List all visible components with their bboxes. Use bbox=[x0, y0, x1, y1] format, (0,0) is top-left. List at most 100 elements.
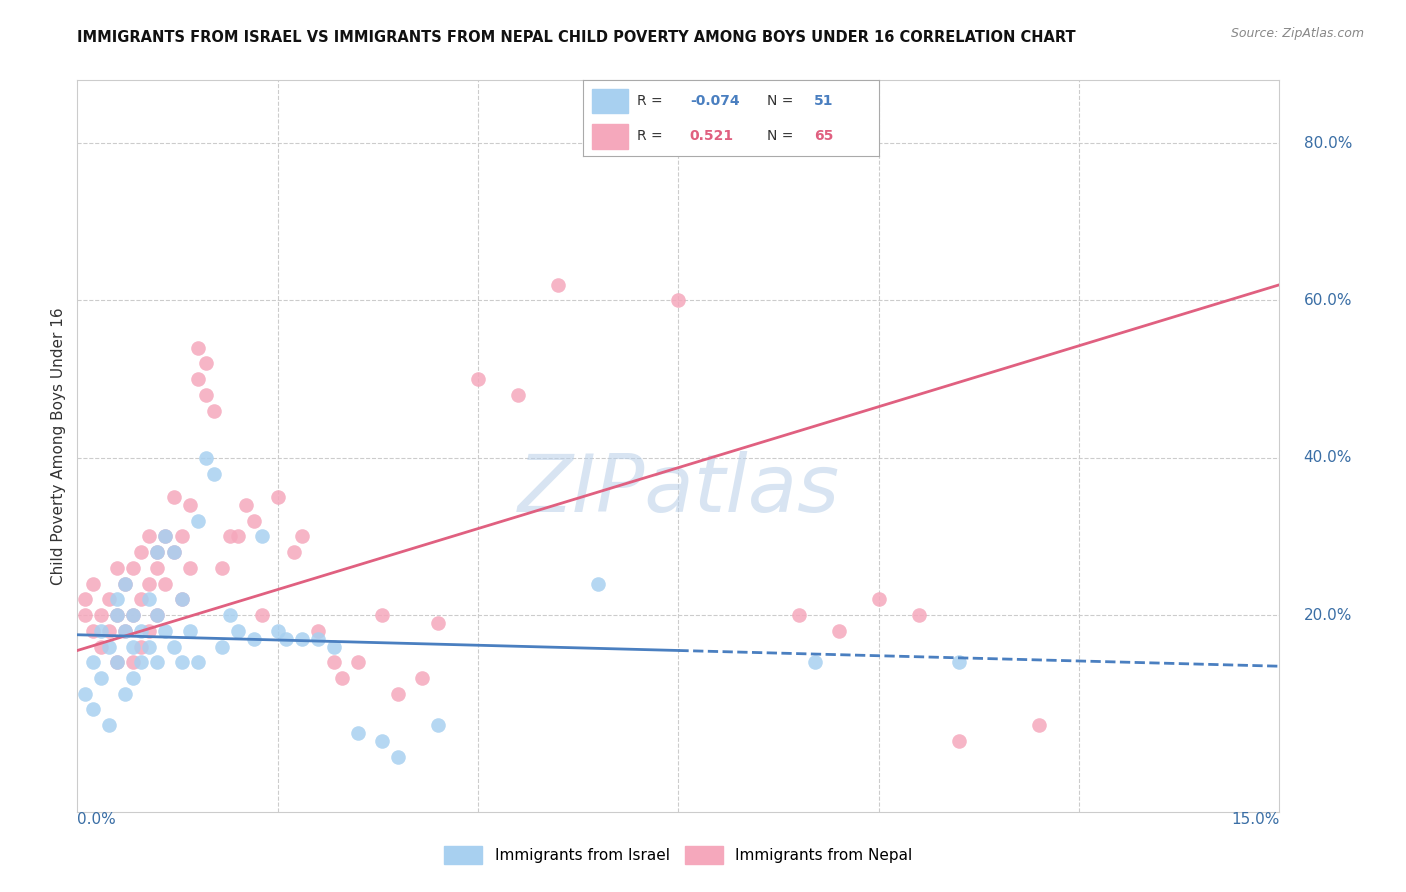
Point bbox=[170, 592, 193, 607]
Point bbox=[107, 655, 129, 669]
Point bbox=[90, 608, 112, 623]
Point bbox=[122, 608, 145, 623]
Bar bbox=[592, 88, 627, 113]
Point bbox=[179, 624, 201, 638]
Text: 15.0%: 15.0% bbox=[1232, 812, 1279, 827]
Point bbox=[162, 490, 184, 504]
Point bbox=[307, 632, 329, 646]
Point bbox=[218, 608, 240, 623]
Point bbox=[547, 277, 569, 292]
Text: R =: R = bbox=[637, 129, 666, 144]
Point bbox=[155, 529, 177, 543]
Point bbox=[170, 529, 193, 543]
Point bbox=[267, 624, 290, 638]
Point bbox=[330, 671, 353, 685]
Point bbox=[250, 529, 273, 543]
Point bbox=[75, 592, 97, 607]
Text: N =: N = bbox=[766, 94, 797, 108]
Point bbox=[131, 592, 153, 607]
Text: -0.074: -0.074 bbox=[690, 94, 740, 108]
Point bbox=[202, 403, 225, 417]
Point bbox=[868, 592, 890, 607]
Point bbox=[122, 671, 145, 685]
Point bbox=[427, 615, 450, 630]
Point bbox=[467, 372, 489, 386]
Text: 65: 65 bbox=[814, 129, 834, 144]
Point bbox=[347, 655, 370, 669]
Text: ZIPatlas: ZIPatlas bbox=[517, 450, 839, 529]
Point bbox=[75, 687, 97, 701]
Point bbox=[179, 498, 201, 512]
Point bbox=[211, 640, 233, 654]
Bar bbox=[592, 124, 627, 149]
Text: 0.521: 0.521 bbox=[690, 129, 734, 144]
Point bbox=[107, 655, 129, 669]
Point bbox=[82, 624, 104, 638]
Point bbox=[155, 529, 177, 543]
Point bbox=[114, 624, 136, 638]
Text: 0.0%: 0.0% bbox=[77, 812, 117, 827]
Point bbox=[90, 640, 112, 654]
Point bbox=[307, 624, 329, 638]
Point bbox=[162, 640, 184, 654]
Point bbox=[82, 702, 104, 716]
Point bbox=[162, 545, 184, 559]
Point bbox=[98, 640, 121, 654]
Point bbox=[186, 514, 209, 528]
Text: 40.0%: 40.0% bbox=[1303, 450, 1353, 466]
Point bbox=[427, 718, 450, 732]
Point bbox=[411, 671, 433, 685]
Point bbox=[82, 576, 104, 591]
Point bbox=[194, 388, 217, 402]
Point bbox=[146, 545, 169, 559]
Point bbox=[155, 576, 177, 591]
Point bbox=[155, 624, 177, 638]
Text: IMMIGRANTS FROM ISRAEL VS IMMIGRANTS FROM NEPAL CHILD POVERTY AMONG BOYS UNDER 1: IMMIGRANTS FROM ISRAEL VS IMMIGRANTS FRO… bbox=[77, 29, 1076, 45]
Point bbox=[226, 624, 249, 638]
Point bbox=[131, 545, 153, 559]
Point bbox=[202, 467, 225, 481]
Text: 51: 51 bbox=[814, 94, 834, 108]
Point bbox=[146, 561, 169, 575]
Text: 60.0%: 60.0% bbox=[1303, 293, 1353, 308]
Point bbox=[242, 632, 264, 646]
Point bbox=[186, 655, 209, 669]
Point bbox=[75, 608, 97, 623]
Point bbox=[588, 576, 610, 591]
Point bbox=[371, 734, 394, 748]
Y-axis label: Child Poverty Among Boys Under 16: Child Poverty Among Boys Under 16 bbox=[51, 307, 66, 585]
Point bbox=[146, 608, 169, 623]
Point bbox=[322, 640, 344, 654]
Text: 20.0%: 20.0% bbox=[1303, 607, 1353, 623]
Point bbox=[146, 608, 169, 623]
Point bbox=[668, 293, 690, 308]
Legend: Immigrants from Israel, Immigrants from Nepal: Immigrants from Israel, Immigrants from … bbox=[439, 840, 918, 870]
Point bbox=[250, 608, 273, 623]
Point bbox=[170, 655, 193, 669]
Point bbox=[122, 561, 145, 575]
Point bbox=[122, 640, 145, 654]
Point bbox=[948, 655, 970, 669]
Point bbox=[122, 608, 145, 623]
Point bbox=[138, 640, 160, 654]
Point bbox=[170, 592, 193, 607]
Point bbox=[283, 545, 305, 559]
Point bbox=[274, 632, 297, 646]
Point bbox=[218, 529, 240, 543]
Point bbox=[107, 608, 129, 623]
Text: Source: ZipAtlas.com: Source: ZipAtlas.com bbox=[1230, 27, 1364, 40]
Point bbox=[347, 726, 370, 740]
Point bbox=[322, 655, 344, 669]
Point bbox=[146, 545, 169, 559]
Point bbox=[211, 561, 233, 575]
Point bbox=[226, 529, 249, 543]
Point bbox=[82, 655, 104, 669]
Point bbox=[179, 561, 201, 575]
Point bbox=[908, 608, 931, 623]
Text: R =: R = bbox=[637, 94, 666, 108]
Point bbox=[138, 576, 160, 591]
Point bbox=[131, 655, 153, 669]
Point bbox=[107, 608, 129, 623]
Point bbox=[787, 608, 810, 623]
Point bbox=[803, 655, 825, 669]
